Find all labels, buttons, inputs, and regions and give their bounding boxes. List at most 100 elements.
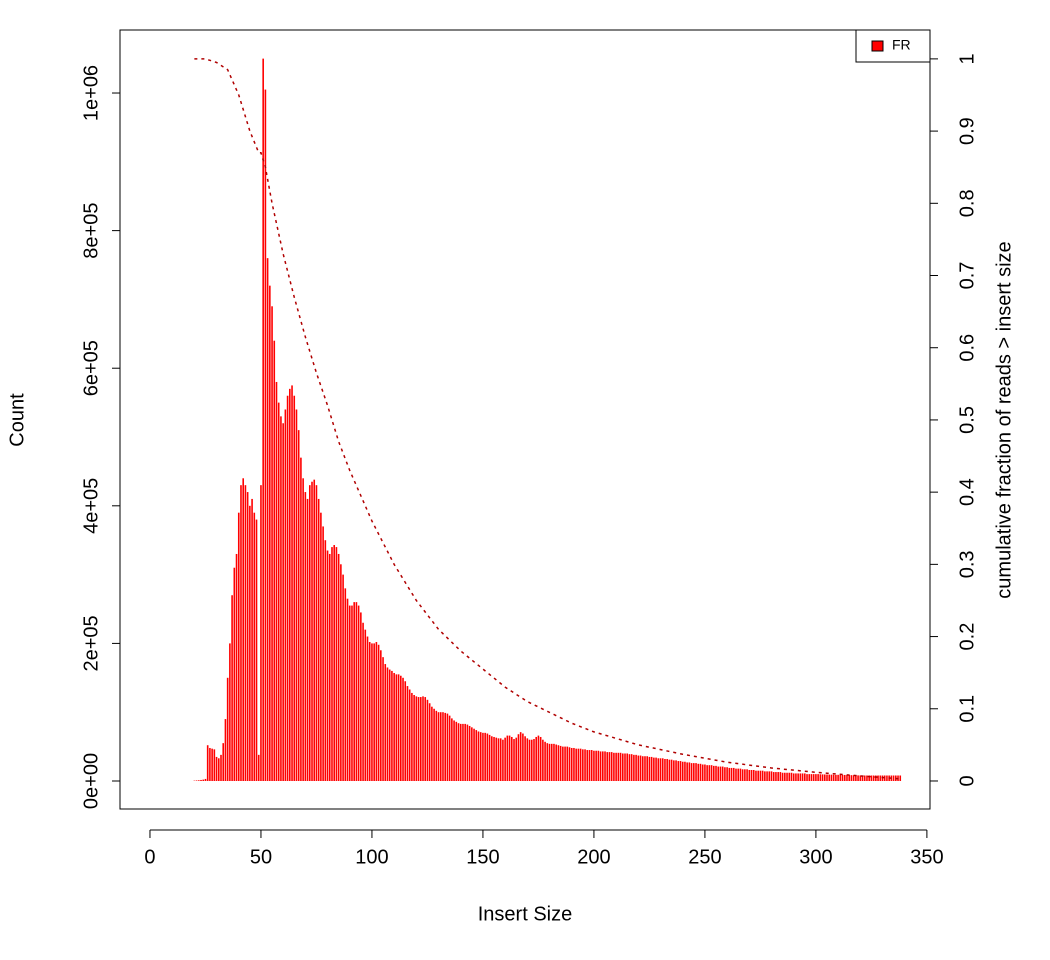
bar [422, 696, 424, 781]
bar [302, 478, 304, 781]
bar [855, 775, 857, 781]
bar [366, 636, 369, 781]
bar [233, 567, 236, 781]
bar [644, 756, 646, 781]
bar [282, 423, 284, 781]
bar [590, 750, 593, 781]
bar [839, 774, 842, 781]
bar [471, 727, 473, 781]
bar [364, 629, 367, 781]
bar [206, 745, 209, 781]
bar [732, 767, 735, 781]
bar [506, 735, 509, 781]
bar [821, 774, 824, 781]
bar [850, 775, 853, 781]
bar [786, 772, 788, 781]
bar [792, 773, 795, 781]
bar [606, 752, 609, 781]
bar [442, 712, 444, 781]
bar [790, 772, 793, 781]
bar [832, 774, 835, 781]
bar [815, 774, 817, 781]
bar [313, 479, 316, 781]
bar [899, 775, 902, 781]
y2-tick-label: 0.9 [956, 117, 978, 145]
bar [735, 768, 737, 781]
bar [797, 773, 799, 781]
y2-tick-label: 0.8 [956, 189, 978, 217]
bar [304, 492, 307, 781]
bar [411, 692, 413, 781]
bar [393, 672, 395, 781]
bar [342, 574, 344, 781]
bar [337, 553, 340, 781]
bar [242, 478, 244, 781]
bar [404, 681, 407, 781]
bar [624, 753, 626, 781]
bar [852, 775, 855, 781]
bar [562, 746, 564, 781]
y-tick-label: 1e+06 [80, 65, 102, 121]
legend-box [855, 29, 931, 63]
bar [344, 588, 347, 781]
bar [548, 743, 551, 781]
bar [444, 712, 446, 781]
bar [317, 498, 320, 781]
bar [273, 340, 276, 781]
bar [417, 697, 420, 781]
bar [502, 739, 504, 781]
bar [269, 285, 271, 781]
bar [195, 780, 198, 781]
bar [522, 733, 524, 781]
bar [686, 762, 688, 781]
bar [739, 768, 742, 781]
bar [715, 765, 717, 781]
bar [770, 771, 773, 781]
bar [402, 677, 404, 781]
bar [615, 752, 617, 781]
bar [764, 771, 766, 781]
bar [400, 675, 402, 781]
bar [768, 771, 771, 781]
bar [761, 770, 764, 781]
x-tick-label: 50 [250, 846, 272, 868]
bar [608, 752, 611, 781]
bar [384, 664, 387, 781]
bar [593, 750, 595, 781]
bar [328, 553, 331, 781]
bar [280, 416, 282, 781]
bar [772, 772, 775, 781]
bar [546, 743, 549, 781]
y-tick-label: 8e+05 [80, 203, 102, 259]
bar [231, 595, 233, 781]
bar [588, 750, 591, 781]
bar [664, 758, 666, 781]
bar [346, 598, 349, 781]
bar [257, 754, 260, 781]
bar [459, 723, 462, 781]
bar [431, 706, 433, 781]
bar [697, 763, 700, 781]
bar [455, 721, 458, 781]
bar [324, 540, 327, 781]
bar [466, 724, 469, 781]
bar [750, 769, 753, 781]
bar [373, 643, 375, 781]
bar [315, 485, 318, 781]
bar [559, 745, 562, 781]
bar [198, 780, 200, 781]
x-tick-label: 100 [355, 846, 388, 868]
bar [801, 773, 804, 781]
bar [215, 756, 218, 781]
bar [333, 545, 336, 781]
bar [391, 670, 393, 781]
bar [371, 643, 373, 781]
bar [577, 748, 580, 781]
bar [555, 744, 557, 781]
bar [377, 644, 380, 781]
bar [684, 761, 686, 781]
bar [260, 485, 262, 781]
bar [497, 738, 500, 781]
bar [843, 774, 846, 781]
bar [575, 748, 577, 781]
